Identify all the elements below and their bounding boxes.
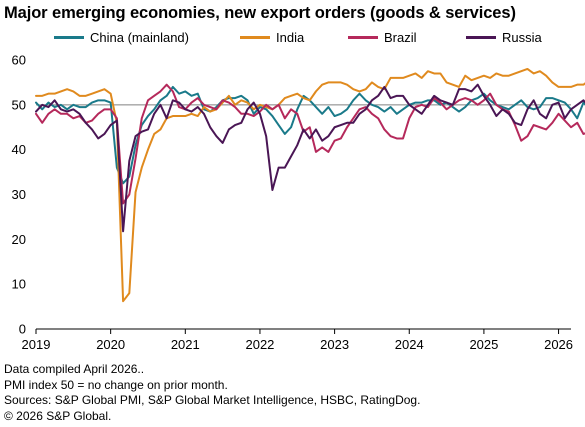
legend-label-russia: Russia (502, 30, 542, 45)
y-tick-label-50: 50 (12, 97, 26, 112)
x-tick-label-2022: 2022 (245, 337, 274, 352)
legend-swatch-brazil (348, 36, 378, 39)
legend-label-brazil: Brazil (384, 30, 417, 45)
x-tick-label-2021: 2021 (171, 337, 200, 352)
y-tick-label-30: 30 (12, 187, 26, 202)
x-tick-label-2024: 2024 (395, 337, 424, 352)
legend-swatch-russia (466, 36, 496, 39)
legend-label-china: China (mainland) (90, 30, 189, 45)
x-tick-label-2026: 2026 (544, 337, 573, 352)
line-chart: 0 10 20 30 40 50 60 2019 2020 2021 2022 2023 2024 202… (12, 53, 585, 352)
note-compiled: Data compiled April 2026.. (4, 362, 145, 376)
y-tick-label-20: 20 (12, 232, 26, 247)
series-line-russia (35, 83, 585, 233)
legend-swatch-india (240, 36, 270, 39)
series-line-china (35, 85, 585, 185)
x-tick-label-2023: 2023 (320, 337, 349, 352)
chart-legend: China (mainland) India Brazil Russia (0, 30, 585, 48)
y-tick-label-0: 0 (19, 322, 26, 337)
chart-title: Major emerging economies, new export ord… (4, 4, 516, 22)
y-tick-label-60: 60 (12, 53, 26, 68)
legend-entry-india: India (240, 30, 304, 45)
legend-entry-china: China (mainland) (54, 30, 189, 45)
note-pmi: PMI index 50 = no change on prior month. (4, 377, 228, 392)
legend-entry-russia: Russia (466, 30, 542, 45)
x-tick-label-2019: 2019 (22, 337, 51, 352)
chart-notes: Data compiled April 2026.. PMI index 50 … (4, 362, 420, 424)
note-copyright: © 2026 S&P Global. (4, 408, 112, 423)
y-tick-label-10: 10 (12, 277, 26, 292)
legend-label-india: India (276, 30, 305, 45)
series-line-brazil (35, 83, 585, 205)
legend-entry-brazil: Brazil (348, 30, 417, 45)
legend-swatch-china (54, 36, 84, 39)
series-line-india (35, 67, 585, 303)
x-tick-label-2025: 2025 (469, 337, 498, 352)
x-tick-label-2020: 2020 (96, 337, 125, 352)
note-sources: Sources: S&P Global PMI, S&P Global Mark… (4, 393, 421, 407)
y-tick-label-40: 40 (12, 142, 26, 157)
